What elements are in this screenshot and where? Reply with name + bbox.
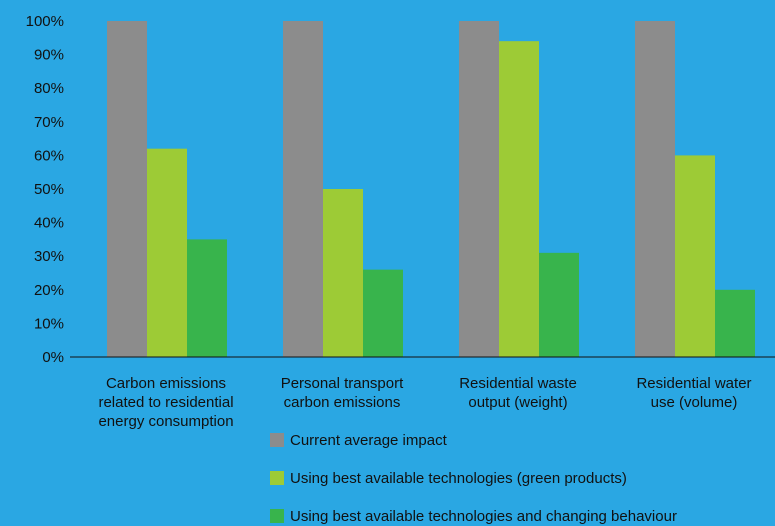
category-label-line: energy consumption (98, 413, 233, 430)
y-tick-label: 20% (34, 282, 64, 299)
category-label: Residential water use (volume) (636, 375, 751, 411)
y-tick-label: 50% (34, 181, 64, 198)
bar-series-1-category-1 (107, 21, 147, 357)
legend-label: Using best available technologies (green… (290, 470, 627, 487)
bar-series-2-category-1 (147, 148, 187, 357)
y-tick-label: 0% (42, 349, 64, 366)
category-label-line: use (volume) (651, 394, 738, 411)
category-label-line: Residential water (636, 375, 751, 392)
bar-series-2-category-4 (675, 155, 715, 357)
y-tick-label: 100% (26, 13, 64, 30)
legend-label: Current average impact (290, 432, 448, 449)
bar-series-3-category-4 (715, 289, 755, 357)
y-tick-label: 70% (34, 114, 64, 131)
bar-series-1-category-3 (459, 21, 499, 357)
legend-label: Using best available technologies and ch… (290, 508, 677, 525)
category-label-line: carbon emissions (284, 394, 401, 411)
category-label-line: output (weight) (468, 394, 567, 411)
bar-series-3-category-3 (539, 252, 579, 357)
bar-series-2-category-2 (323, 189, 363, 357)
y-tick-label: 90% (34, 47, 64, 64)
bar-series-3-category-1 (187, 239, 227, 357)
category-label: Carbon emissions related to residential en… (98, 375, 233, 430)
category-label-line: Residential waste (459, 375, 577, 392)
bar-series-2-category-3 (499, 41, 539, 357)
category-label-line: Personal transport (281, 375, 404, 392)
y-tick-label: 10% (34, 315, 64, 332)
y-tick-label: 60% (34, 147, 64, 164)
category-label-line: related to residential (98, 394, 233, 411)
bar-series-3-category-2 (363, 269, 403, 357)
bar-series-1-category-4 (635, 21, 675, 357)
legend-swatch (270, 509, 284, 523)
category-label-line: Carbon emissions (106, 375, 226, 392)
y-tick-label: 80% (34, 80, 64, 97)
y-tick-label: 40% (34, 215, 64, 232)
bar-series-1-category-2 (283, 21, 323, 357)
y-tick-label: 30% (34, 248, 64, 265)
legend-swatch (270, 433, 284, 447)
category-label: Residential waste output (weight) (459, 375, 577, 411)
legend-swatch (270, 471, 284, 485)
category-label: Personal transport carbon emissions (281, 375, 404, 411)
